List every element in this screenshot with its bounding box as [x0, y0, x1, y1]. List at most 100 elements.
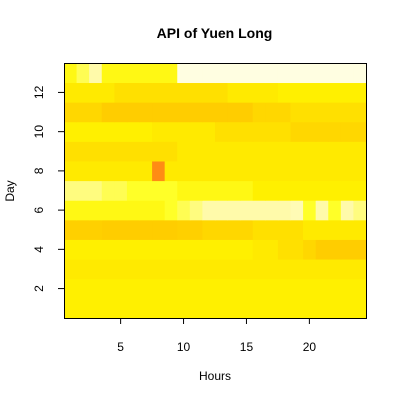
- heatmap-cell: [340, 161, 354, 182]
- heatmap-cell: [227, 180, 241, 201]
- heatmap-cell: [164, 298, 178, 319]
- heatmap-cell: [64, 259, 77, 280]
- heatmap-cell: [303, 200, 317, 221]
- heatmap-cell: [340, 278, 354, 299]
- heatmap-cell: [152, 219, 166, 240]
- heatmap-cell: [126, 180, 140, 201]
- heatmap-cell: [189, 219, 203, 240]
- heatmap-cell: [353, 259, 367, 280]
- heatmap-cell: [177, 219, 191, 240]
- heatmap-cell: [252, 278, 266, 299]
- heatmap-cell: [240, 298, 254, 319]
- x-tick-label: 5: [117, 340, 124, 354]
- heatmap-cell: [89, 102, 103, 123]
- heatmap-cell: [240, 102, 254, 123]
- heatmap-cell: [64, 180, 77, 201]
- heatmap-cell: [215, 259, 228, 280]
- heatmap-cell: [353, 141, 367, 162]
- heatmap-cell: [89, 219, 103, 240]
- heatmap-cell: [265, 219, 279, 240]
- heatmap-cell: [227, 259, 241, 280]
- heatmap-cell: [328, 141, 342, 162]
- heatmap-cell: [353, 102, 367, 123]
- heatmap-cell: [189, 82, 203, 103]
- heatmap-cell: [114, 161, 128, 182]
- heatmap-cell: [265, 161, 279, 182]
- heatmap-cell: [265, 63, 279, 84]
- heatmap-cell: [340, 180, 354, 201]
- heatmap-cell: [340, 259, 354, 280]
- heatmap-cell: [340, 200, 354, 221]
- heatmap-cell: [252, 200, 266, 221]
- heatmap-cell: [227, 63, 241, 84]
- heatmap-cell: [126, 121, 140, 142]
- heatmap-cell: [101, 200, 115, 221]
- heatmap-cell: [215, 180, 228, 201]
- heatmap-cell: [152, 239, 166, 260]
- heatmap-cell: [353, 200, 367, 221]
- heatmap-cell: [64, 121, 77, 142]
- heatmap-cell: [189, 141, 203, 162]
- heatmap-cell: [240, 82, 254, 103]
- heatmap-cell: [126, 102, 140, 123]
- heatmap-cell: [164, 200, 178, 221]
- heatmap-cell: [265, 180, 279, 201]
- heatmap-cell: [76, 63, 90, 84]
- heatmap-cell: [315, 298, 329, 319]
- x-tick-label: 10: [177, 340, 191, 354]
- heatmap-cell: [215, 161, 228, 182]
- heatmap-cell: [139, 298, 153, 319]
- heatmap-cell: [277, 121, 291, 142]
- heatmap-cell: [64, 219, 77, 240]
- heatmap-cell: [328, 278, 342, 299]
- heatmap-cell: [89, 298, 103, 319]
- heatmap-cell: [353, 63, 367, 84]
- heatmap-cell: [101, 298, 115, 319]
- heatmap-cell: [252, 63, 266, 84]
- heatmap-cell: [126, 278, 140, 299]
- heatmap-cell: [340, 298, 354, 319]
- heatmap-cell: [126, 259, 140, 280]
- heatmap-cell: [252, 180, 266, 201]
- heatmap-cell: [114, 298, 128, 319]
- heatmap-cell: [152, 200, 166, 221]
- heatmap-cell: [215, 298, 228, 319]
- y-tick-label: 2: [32, 285, 46, 292]
- heatmap-cell: [290, 298, 304, 319]
- x-axis: 5 10 15 20: [117, 318, 316, 354]
- heatmap-cell: [315, 141, 329, 162]
- heatmap-cell: [114, 219, 128, 240]
- heatmap-cell: [303, 63, 317, 84]
- heatmap-cell: [240, 161, 254, 182]
- heatmap-cell: [303, 180, 317, 201]
- heatmap-cell: [202, 102, 216, 123]
- heatmap-cell: [277, 63, 291, 84]
- heatmap-cell: [340, 82, 354, 103]
- heatmap-cell: [290, 102, 304, 123]
- heatmap-cell: [252, 121, 266, 142]
- heatmap-cell: [189, 278, 203, 299]
- heatmap-cell: [202, 180, 216, 201]
- heatmap-cell: [303, 298, 317, 319]
- heatmap-cell: [101, 180, 115, 201]
- heatmap-cell: [353, 278, 367, 299]
- heatmap-cell: [76, 278, 90, 299]
- heatmap-cell: [152, 278, 166, 299]
- heatmap-cell: [101, 219, 115, 240]
- heatmap-cell: [177, 63, 191, 84]
- heatmap-cell: [353, 82, 367, 103]
- heatmap-cell: [152, 102, 166, 123]
- heatmap-cell: [240, 121, 254, 142]
- heatmap-cell: [215, 278, 228, 299]
- heatmap-cell: [101, 121, 115, 142]
- heatmap-cell: [215, 200, 228, 221]
- x-tick-label: 20: [303, 340, 317, 354]
- heatmap-cell: [340, 141, 354, 162]
- heatmap-cell: [189, 102, 203, 123]
- heatmap-cell: [340, 102, 354, 123]
- heatmap-cell: [265, 298, 279, 319]
- heatmap-cell: [202, 259, 216, 280]
- plot-frame: [64, 63, 367, 319]
- heatmap-cell: [164, 82, 178, 103]
- y-axis: 2 4 6 8 10 12: [32, 85, 64, 292]
